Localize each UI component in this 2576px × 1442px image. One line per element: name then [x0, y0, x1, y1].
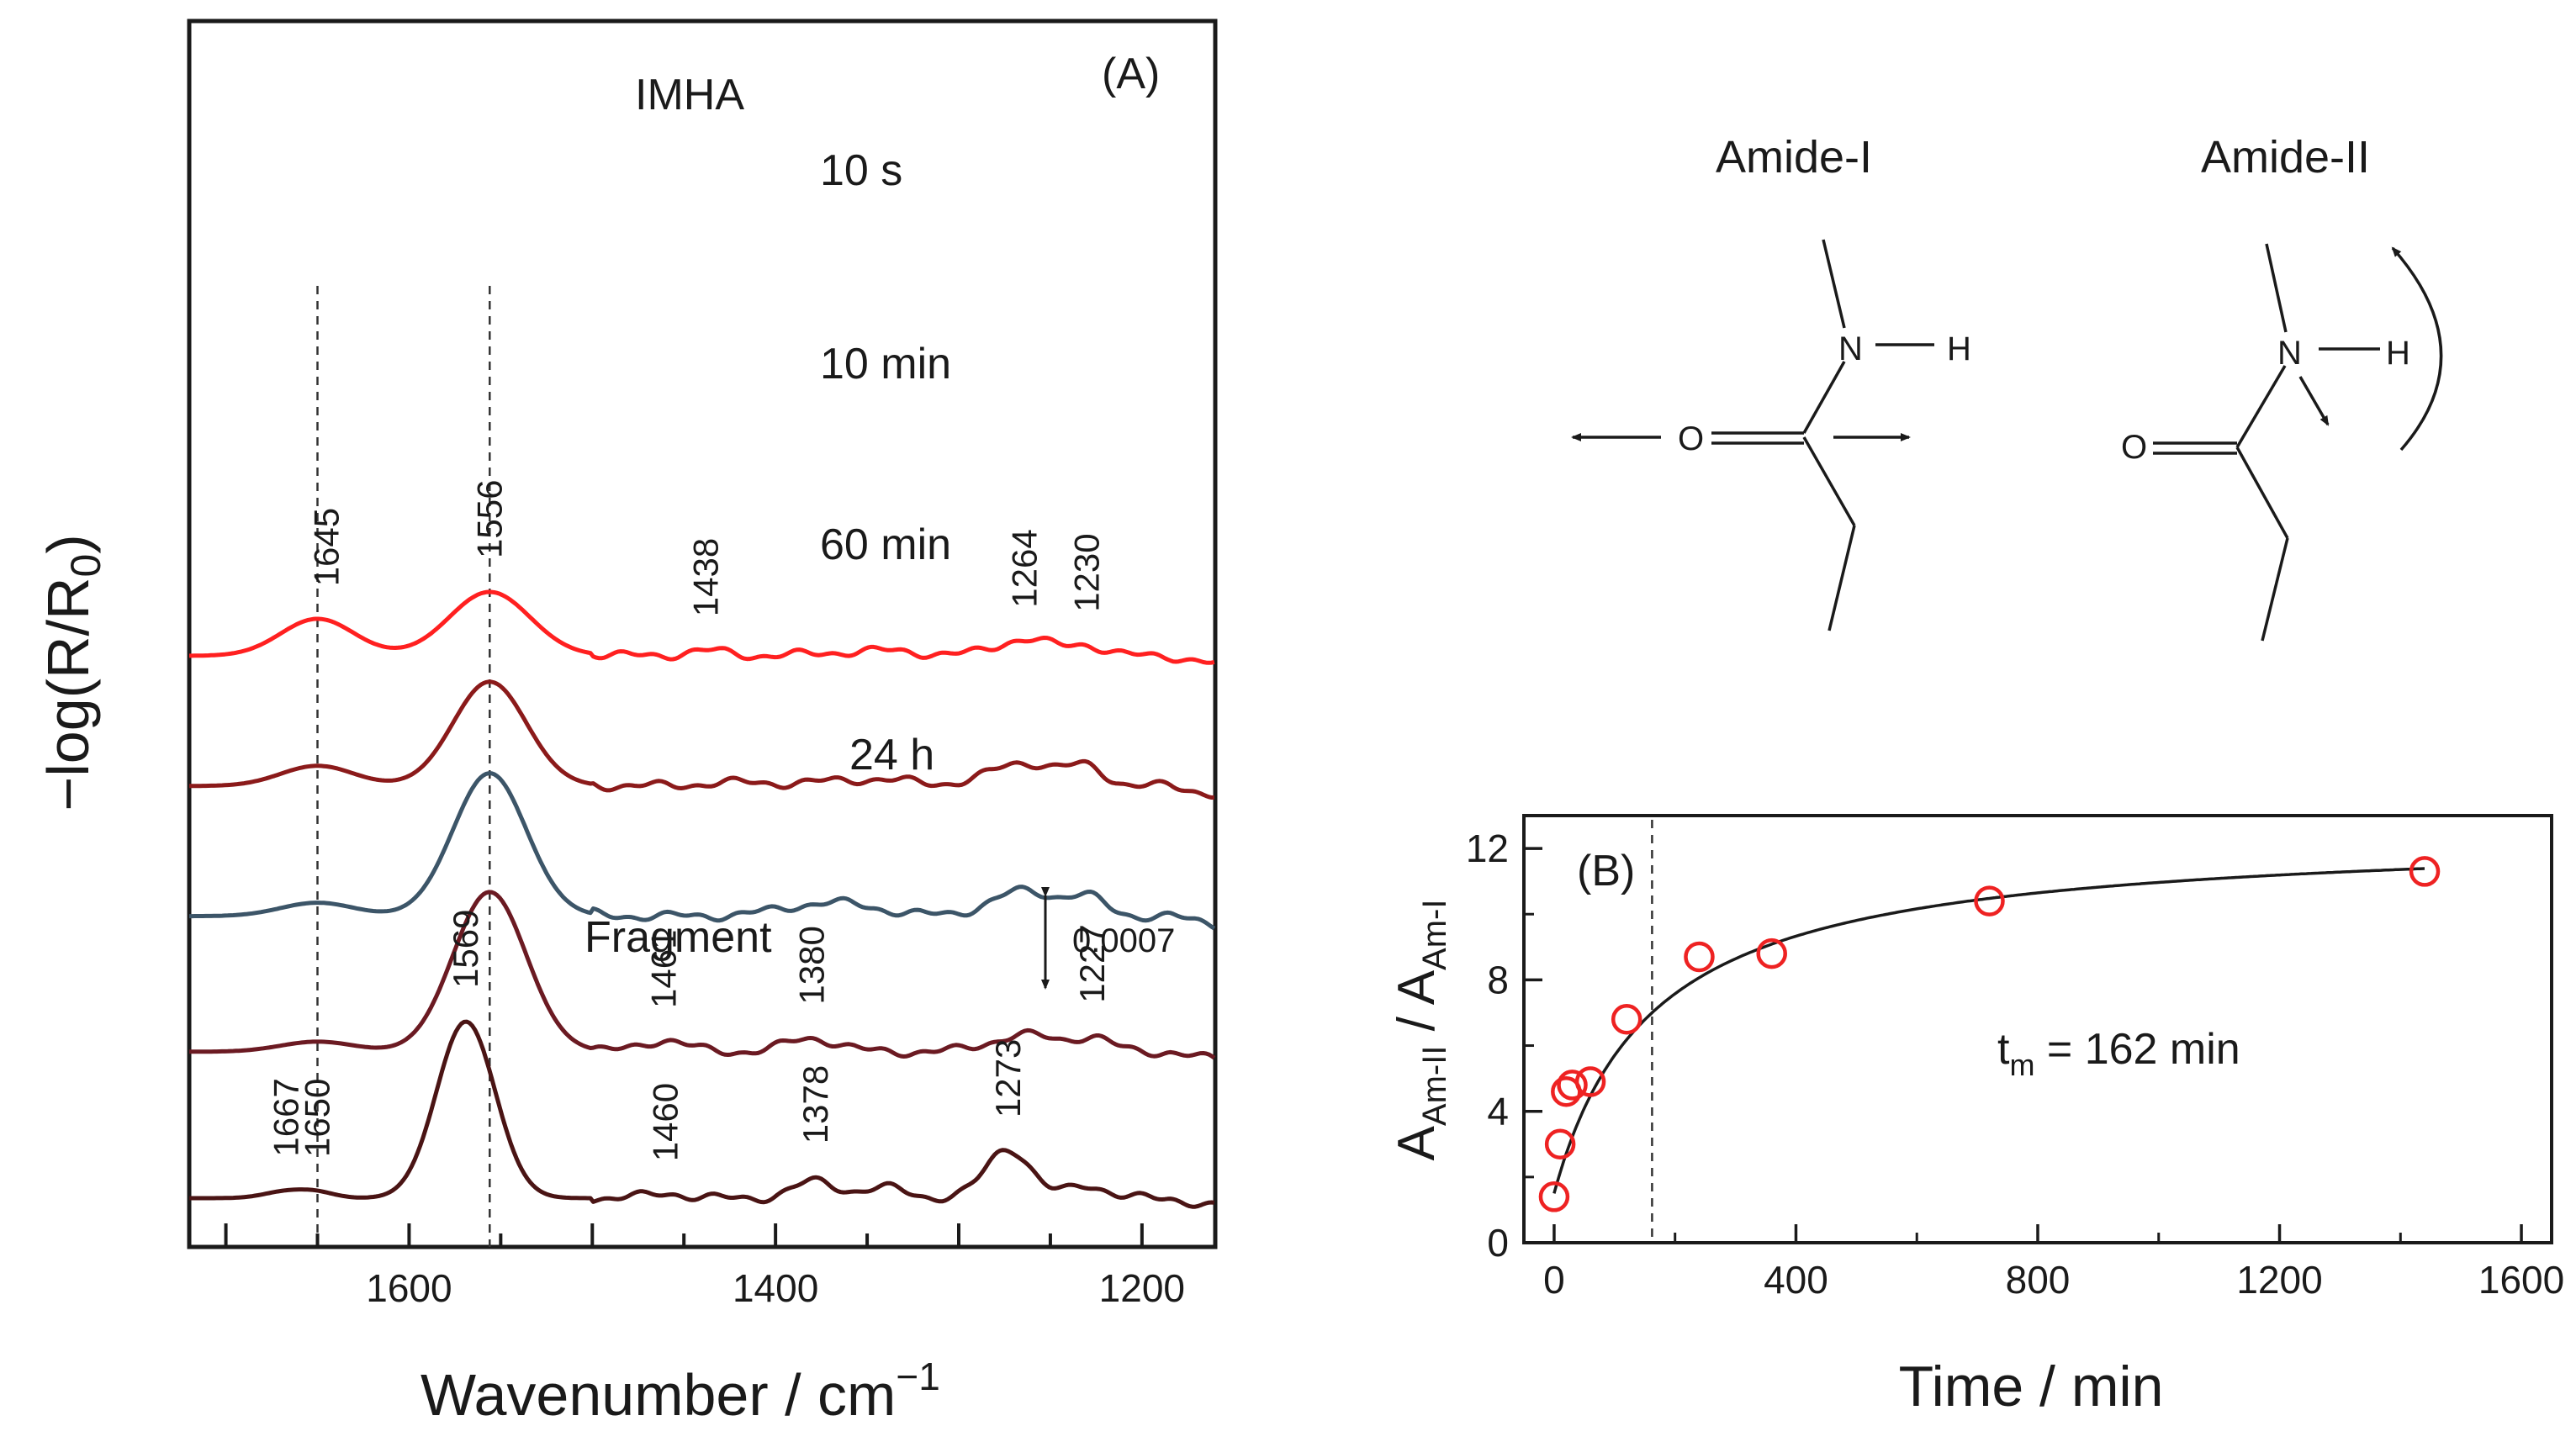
panel-a-frame [187, 18, 1218, 1249]
trace-60-min [189, 771, 1216, 931]
peak-annotations: 1645 1556 1438 1264 1230 1461 1380 1227 16671650… [267, 480, 1113, 1162]
y-tick-label: 4 [1487, 1090, 1509, 1133]
data-point [1611, 1004, 1642, 1035]
y-axis-label-b: AAm-II / AAm-I [1388, 900, 1453, 1161]
peak-annotation: 1667 [267, 1078, 306, 1156]
data-point [1574, 1066, 1606, 1097]
tm-annotation: tm = 162 min [1997, 1025, 2240, 1082]
peak-annotation: 1650 [298, 1079, 337, 1157]
amide-i-structure: N H O [1571, 239, 1971, 631]
x-tick-label: 1400 [733, 1266, 818, 1310]
trace-labels: 10 s 10 min 60 min 24 h Fragment [584, 146, 951, 962]
data-point [1684, 941, 1715, 973]
amide-ii-arrow-curved [2391, 246, 2443, 452]
amide-i-title: Amide-I [1716, 132, 1872, 182]
peak-annotation: 1380 [792, 926, 832, 1004]
trace-label: 10 min [820, 340, 951, 388]
trace-10-min [189, 679, 1214, 800]
x-tick-label: 1600 [366, 1266, 452, 1310]
x-tick-label: 400 [1764, 1258, 1828, 1302]
x-tick-label: 800 [2006, 1258, 2071, 1302]
x-axis-ticks: 1600 1400 1200 [224, 1223, 1185, 1310]
y-tick-label: 12 [1466, 827, 1509, 870]
data-points [1538, 856, 2441, 1212]
scale-bar-label: 0.0007 [1072, 922, 1175, 959]
peak-annotation: 1438 [685, 538, 725, 616]
amide-i-atom-h: H [1947, 330, 1971, 367]
scale-bar: 0.0007 [1041, 887, 1175, 990]
trace-label: Fragment [584, 913, 772, 962]
data-point [2409, 856, 2441, 887]
peak-annotation: 1556 [469, 480, 509, 558]
x-tick-label: 0 [1543, 1258, 1565, 1302]
y-tick-label: 8 [1487, 958, 1509, 1001]
amide-ii-structure: N H O [2121, 243, 2443, 642]
x-tick-label: 1600 [2478, 1258, 2564, 1302]
peak-annotation: 1230 [1067, 533, 1107, 611]
peak-annotation: 1227 [1072, 924, 1112, 1002]
panel-a-label: (A) [1102, 50, 1160, 98]
x-axis-label-superscript: −1 [896, 1355, 939, 1398]
amide-i-atom-n: N [1838, 330, 1863, 367]
peak-annotation: 1378 [796, 1065, 835, 1144]
data-point [1756, 938, 1787, 969]
y-label-sub-am2: Am-II [1416, 1046, 1453, 1127]
trace-fragment [189, 1019, 1215, 1209]
panel-a-title: IMHA [635, 71, 744, 119]
trace-10-s [189, 589, 1215, 665]
y-label-sub-am1: Am-I [1416, 900, 1453, 970]
y-axis-label-a: −log(R/R0) [35, 534, 109, 811]
x-tick-label: 1200 [1099, 1266, 1185, 1310]
amide-i-atom-o: O [1678, 420, 1704, 457]
trace-label: 10 s [820, 146, 902, 195]
trace-24-h [189, 890, 1216, 1060]
amide-ii-atom-h: H [2386, 335, 2410, 372]
peak-annotation: 1460 [645, 1083, 685, 1161]
peak-annotation: 1264 [1004, 529, 1044, 607]
fit-curve [1552, 867, 2425, 1194]
panel-b-axes: 0 400 800 1200 1600 0 4 8 12 [1466, 820, 2564, 1302]
panel-b: (B) 0 400 800 1200 1600 0 4 8 12 tm = 162 min Ti… [1388, 814, 2564, 1418]
data-point [1557, 1070, 1588, 1101]
fit-line [1552, 867, 2425, 1194]
data-point [1544, 1128, 1576, 1160]
trace-label: 60 min [820, 520, 951, 569]
y-axis-label-subscript: 0 [62, 554, 109, 578]
spectra-traces [189, 589, 1216, 1209]
peak-annotation: 1273 [988, 1039, 1028, 1117]
trace-label: 24 h [849, 731, 934, 779]
data-point [1974, 885, 2005, 916]
peak-annotation: 1645 [306, 508, 346, 586]
amide-ii-atom-n: N [2277, 335, 2302, 372]
panel-a: (A) IMHA 10 s 10 min 60 min 24 h Fragment 16… [35, 18, 1218, 1428]
panel-b-label: (B) [1577, 847, 1635, 895]
reference-lines [316, 286, 491, 1247]
amide-ii-atom-o: O [2121, 429, 2147, 466]
y-tick-label: 0 [1487, 1221, 1509, 1265]
tm-subscript: m [2009, 1048, 2034, 1082]
amide-scheme: Amide-I Amide-II N H O N H [1571, 132, 2443, 642]
x-tick-label: 1200 [2236, 1258, 2322, 1302]
amide-ii-title: Amide-II [2201, 132, 2370, 182]
amide-ii-arrow-bend [2298, 376, 2330, 426]
peak-annotation: 1461 [643, 930, 683, 1008]
x-axis-label-a: Wavenumber / cm−1 [421, 1355, 940, 1428]
data-point [1538, 1181, 1570, 1212]
x-axis-label-b: Time / min [1899, 1355, 2164, 1418]
peak-annotation: 1569 [446, 910, 485, 988]
